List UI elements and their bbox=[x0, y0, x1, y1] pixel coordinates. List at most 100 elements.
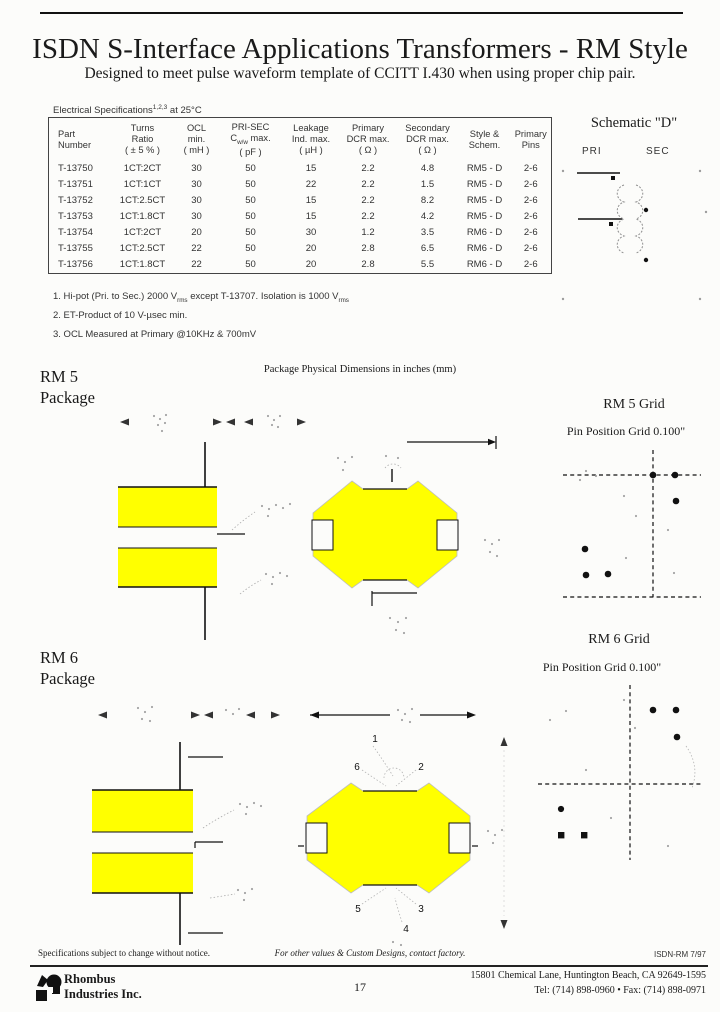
table-row: T-13755 1CT:2.5CT 22 50 20 2.8 6.5 RM6 - D 2-6 bbox=[49, 241, 552, 257]
spec-cell: 20 bbox=[305, 243, 317, 255]
rm5-side-view-drawing bbox=[118, 413, 306, 640]
spec-cell: 2-6 bbox=[523, 195, 538, 207]
table-row: T-13756 1CT:1.8CT 22 50 20 2.8 5.5 RM6 - D 2-6 bbox=[49, 257, 552, 274]
spec-cell: 50 bbox=[245, 163, 256, 175]
spec-cell: RM5 - D bbox=[466, 195, 503, 207]
footnote-2: 2. ET-Product of 10 V-µsec min. bbox=[53, 310, 188, 322]
spec-cell: 15 bbox=[305, 163, 317, 175]
spec-cell: 15 bbox=[305, 195, 317, 207]
part-number-cell: T-13754 bbox=[58, 227, 93, 239]
pin-5-label: 5 bbox=[355, 904, 361, 915]
spec-cell: 30 bbox=[191, 163, 202, 175]
rm5-grid-title: RM 5 Grid bbox=[603, 397, 665, 412]
footnote-3: 3. OCL Measured at Primary @10KHz & 700m… bbox=[53, 328, 257, 340]
spec-cell: 50 bbox=[245, 179, 256, 191]
part-number-cell: T-13753 bbox=[58, 211, 93, 223]
rm6-pin-grid-drawing bbox=[538, 685, 702, 860]
spec-cell: 50 bbox=[245, 227, 256, 239]
spec-cell: 2-6 bbox=[523, 243, 538, 255]
spec-cell: 1CT:1.8CT bbox=[119, 259, 166, 271]
spec-cell: 50 bbox=[245, 211, 256, 223]
spec-cell: 1.2 bbox=[361, 227, 375, 239]
column-header-turns-ratio: Turns Ratio ( ± 5 % ) bbox=[124, 123, 161, 156]
spec-cell: 30 bbox=[305, 227, 317, 239]
footer-disclaimer: Specifications subject to change without… bbox=[38, 948, 210, 958]
table-row: T-13751 1CT:1CT 30 50 22 2.2 1.5 RM5 - D 2-6 bbox=[49, 177, 552, 193]
spec-cell: RM5 - D bbox=[466, 211, 503, 223]
caption-text: Electrical Specifications bbox=[53, 105, 153, 117]
spec-cell: 2.8 bbox=[361, 259, 375, 271]
pin-3-label: 3 bbox=[418, 904, 424, 915]
rm5-pin-grid-drawing bbox=[563, 450, 701, 598]
page-number: 17 bbox=[354, 980, 366, 994]
spec-cell: 2.2 bbox=[361, 163, 375, 175]
spec-cell: 2.8 bbox=[361, 243, 375, 255]
top-rule bbox=[40, 12, 683, 14]
spec-cell: 20 bbox=[305, 259, 317, 271]
secondary-winding-label: SEC bbox=[646, 146, 670, 157]
column-header-secondary-dcr: Secondary DCR max. ( Ω ) bbox=[405, 123, 450, 156]
rm6-package-label: RM 6 Package bbox=[40, 648, 95, 688]
part-number-cell: T-13752 bbox=[58, 195, 93, 207]
rm5-package-label: RM 5 Package bbox=[40, 367, 95, 407]
part-number-cell: T-13755 bbox=[58, 243, 93, 255]
spec-cell: 2-6 bbox=[523, 259, 538, 271]
spec-cell: 2-6 bbox=[523, 179, 538, 191]
spec-cell: 1CT:2.5CT bbox=[119, 195, 166, 207]
caption-condition: at 25°C bbox=[167, 105, 202, 117]
spec-cell: 1CT:2.5CT bbox=[119, 243, 166, 255]
pin-1-label: 1 bbox=[372, 734, 378, 745]
part-number-cell: T-13751 bbox=[58, 179, 93, 191]
header-row: Part Number Turns Ratio ( ± 5 % ) OCL mi… bbox=[49, 118, 552, 161]
footer-custom-designs-note: For other values & Custom Designs, conta… bbox=[274, 948, 466, 958]
spec-cell: 1CT:2CT bbox=[123, 163, 162, 175]
table-row: T-13752 1CT:2.5CT 30 50 15 2.2 8.2 RM5 - D 2-6 bbox=[49, 193, 552, 209]
spec-cell: 5.5 bbox=[420, 259, 435, 271]
rm5-top-view-drawing bbox=[311, 436, 501, 635]
spec-cell: 3.5 bbox=[420, 227, 435, 239]
column-header-part-number: Part Number bbox=[58, 128, 92, 150]
spec-cell: 22 bbox=[191, 259, 202, 271]
spec-cell: 1CT:1CT bbox=[123, 179, 162, 191]
electrical-specifications-table: Part Number Turns Ratio ( ± 5 % ) OCL mi… bbox=[48, 117, 552, 274]
spec-cell: 1CT:1.8CT bbox=[119, 211, 166, 223]
spec-cell: 2.2 bbox=[361, 179, 375, 191]
pin-2-label: 2 bbox=[418, 762, 424, 773]
transformer-schematic-drawing bbox=[561, 169, 708, 301]
spec-cell: RM5 - D bbox=[466, 179, 503, 191]
spec-cell: 30 bbox=[191, 211, 202, 223]
spec-cell: RM5 - D bbox=[466, 163, 503, 175]
rm6-top-view-drawing: 1 6 2 5 3 4 bbox=[298, 707, 508, 947]
company-address: 15801 Chemical Lane, Huntington Beach, C… bbox=[470, 970, 706, 996]
rm5-grid-subtitle: Pin Position Grid 0.100" bbox=[566, 424, 686, 438]
primary-winding-label: PRI bbox=[582, 146, 602, 157]
rm6-side-view-drawing bbox=[92, 705, 280, 945]
table-footnotes: 1. Hi-pot (Pri. to Sec.) 2000 Vrms excep… bbox=[53, 288, 349, 344]
page-subtitle: Designed to meet pulse waveform template… bbox=[84, 65, 636, 82]
spec-cell: 22 bbox=[305, 179, 317, 191]
column-header-primary-dcr: Primary DCR max. ( Ω ) bbox=[346, 123, 390, 156]
part-number-cell: T-13756 bbox=[58, 259, 93, 271]
column-header-leakage: Leakage Ind. max. ( µH ) bbox=[291, 123, 331, 156]
table-row: T-13753 1CT:1.8CT 30 50 15 2.2 4.2 RM5 - D 2-6 bbox=[49, 209, 552, 225]
spec-cell: 22 bbox=[191, 243, 202, 255]
spec-cell: 4.2 bbox=[420, 211, 435, 223]
footer-rule bbox=[30, 965, 708, 967]
spec-cell: 50 bbox=[245, 259, 256, 271]
document-code: ISDN-RM 7/97 bbox=[653, 950, 706, 959]
column-header-primary-pins: Primary Pins bbox=[514, 128, 547, 150]
table-caption: Electrical Specifications1,2,3 at 25°C bbox=[53, 104, 202, 116]
spec-cell: 30 bbox=[191, 195, 202, 207]
footnote-1: 1. Hi-pot (Pri. to Sec.) 2000 Vrms excep… bbox=[53, 291, 349, 304]
spec-cell: 50 bbox=[245, 243, 256, 255]
rhombus-logo-icon bbox=[36, 974, 62, 1001]
pin-6-label: 6 bbox=[354, 762, 360, 773]
table-row: T-13750 1CT:2CT 30 50 15 2.2 4.8 RM5 - D 2-6 bbox=[49, 161, 552, 177]
company-name: Rhombus Industries Inc. bbox=[64, 972, 142, 1001]
table-row: T-13754 1CT:2CT 20 50 30 1.2 3.5 RM6 - D 2-6 bbox=[49, 225, 552, 241]
rm6-grid-subtitle: Pin Position Grid 0.100" bbox=[542, 660, 662, 674]
column-header-pri-sec-capacitance: PRI-SEC Cw/w max. ( pF ) bbox=[230, 122, 271, 157]
spec-cell: 1.5 bbox=[420, 179, 435, 191]
caption-footnote-refs: 1,2,3 bbox=[152, 104, 168, 111]
